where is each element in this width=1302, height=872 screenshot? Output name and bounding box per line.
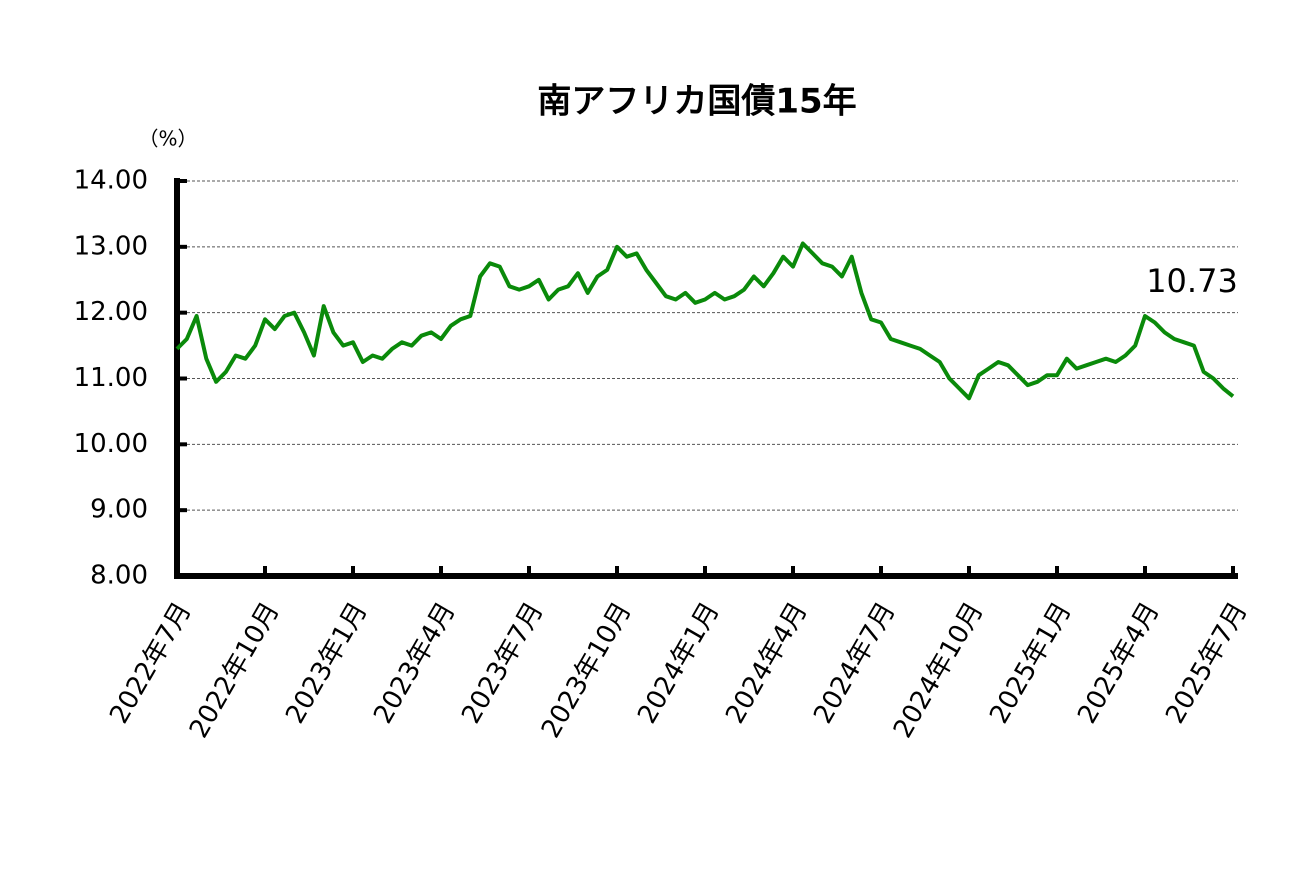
y-tick-label: 8.00 <box>90 561 148 591</box>
x-tick-label: 2025年1月 <box>984 597 1077 729</box>
y-tick-label: 10.00 <box>74 429 148 459</box>
line-series <box>175 241 1235 401</box>
y-tick-label: 11.00 <box>74 363 148 393</box>
x-tick-label: 2025年4月 <box>1072 597 1165 729</box>
x-tick-label: 2023年10月 <box>536 597 638 743</box>
x-tick-label: 2024年10月 <box>888 597 990 743</box>
x-tick-label: 2022年10月 <box>184 597 286 743</box>
y-tick-label: 13.00 <box>74 231 148 261</box>
x-tick-label: 2024年4月 <box>720 597 813 729</box>
x-tick-label: 2023年4月 <box>368 597 461 729</box>
y-axis-label: （%） <box>138 127 197 151</box>
y-tick-label: 9.00 <box>90 495 148 525</box>
chart-title: 南アフリカ国債15年 <box>537 82 856 122</box>
x-tick-label: 2025年7月 <box>1160 597 1253 729</box>
annotation: 10.73 <box>1146 262 1238 300</box>
x-tick-label: 2023年7月 <box>456 597 549 729</box>
y-tick-label: 14.00 <box>74 166 148 196</box>
x-tick-label: 2024年1月 <box>632 597 725 729</box>
y-tick-label: 12.00 <box>74 297 148 327</box>
x-tick-label: 2023年1月 <box>280 597 373 729</box>
x-tick-label: 2022年7月 <box>104 597 197 729</box>
x-tick-label: 2024年7月 <box>808 597 901 729</box>
